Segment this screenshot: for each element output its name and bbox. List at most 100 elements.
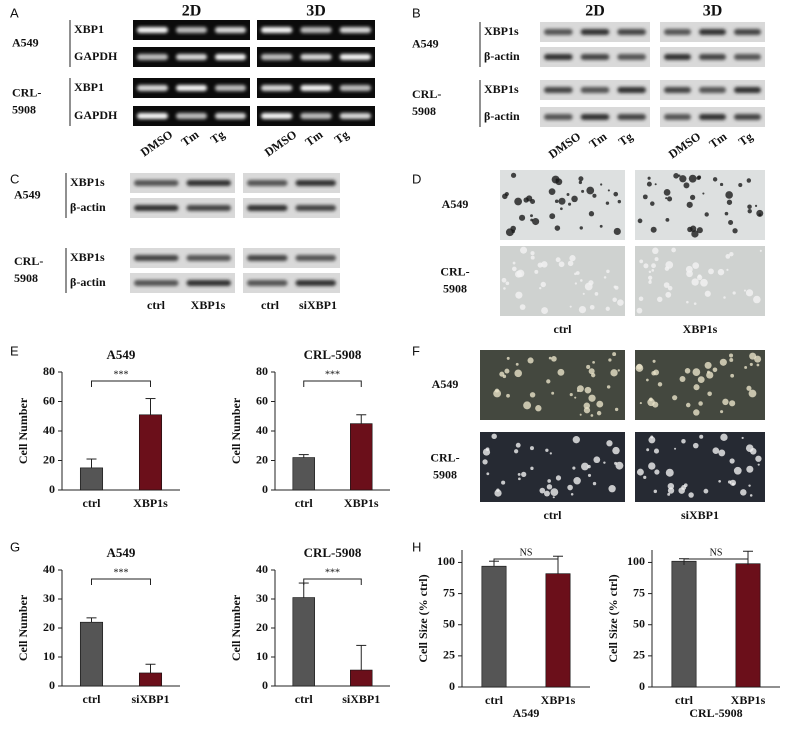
- cell-colony: [600, 183, 603, 186]
- cell-colony: [653, 448, 660, 454]
- blot-band: [186, 280, 231, 286]
- blot-band: [699, 54, 726, 60]
- cell-colony: [506, 393, 510, 398]
- cell-colony: [667, 487, 675, 494]
- cell-colony: [578, 305, 587, 314]
- cell-colony: [665, 197, 668, 200]
- blot-band: [295, 180, 336, 186]
- cell-colony: [697, 376, 705, 384]
- x-tick-label: siXBP1: [342, 692, 380, 706]
- cell-colony: [546, 484, 553, 490]
- x-tick-label: XBP1s: [541, 693, 576, 707]
- cell-colony: [650, 226, 657, 233]
- cell-colony: [642, 194, 648, 200]
- cell-colony: [703, 488, 709, 494]
- label: XBP1s: [70, 250, 105, 264]
- cell-colony: [586, 364, 591, 369]
- blot-band: [734, 54, 761, 60]
- cell-colony: [530, 255, 535, 260]
- significance-bracket: [303, 380, 362, 387]
- cell-colony: [514, 369, 522, 378]
- y-axis-label: Cell Number: [229, 397, 243, 464]
- y-axis-label: Cell Number: [16, 594, 30, 661]
- cell-colony: [652, 359, 656, 363]
- cell-colony: [643, 475, 647, 480]
- cell-colony: [686, 300, 689, 304]
- blot-band: [137, 113, 168, 119]
- cell-colony: [592, 360, 595, 364]
- significance-bracket: [303, 578, 362, 585]
- label: ctrl: [554, 322, 573, 336]
- cell-colony: [756, 209, 764, 217]
- cell-colony: [501, 480, 506, 485]
- cell-colony: [514, 197, 522, 206]
- cell-colony: [663, 188, 671, 196]
- cell-colony: [647, 398, 655, 407]
- cell-colony: [486, 472, 490, 476]
- cell-colony: [560, 207, 563, 211]
- y-tick-label: 40: [256, 423, 268, 437]
- cell-colony: [678, 174, 681, 177]
- blot-band: [664, 54, 691, 60]
- label: 3D: [306, 3, 326, 20]
- blot-strip: [243, 273, 340, 293]
- cell-colony: [530, 214, 533, 218]
- cell-colony: [555, 257, 561, 263]
- significance-label: ***: [325, 567, 340, 578]
- cell-colony: [519, 304, 526, 310]
- blot-band: [664, 114, 691, 120]
- cell-colony: [704, 212, 709, 217]
- cell-colony: [740, 489, 747, 496]
- label: CRL-: [412, 87, 441, 101]
- cell-colony: [648, 270, 652, 274]
- label: β-actin: [484, 49, 520, 63]
- cell-colony: [501, 277, 507, 283]
- blot-band: [664, 29, 691, 35]
- label: Tm: [303, 127, 326, 149]
- label: XBP1s: [484, 82, 519, 96]
- label: GAPDH: [74, 108, 118, 122]
- cell-colony: [613, 285, 617, 289]
- x-axis-label: A549: [513, 706, 540, 720]
- cell-colony: [527, 357, 534, 364]
- cell-colony: [712, 447, 720, 455]
- cell-colony: [606, 269, 610, 274]
- cell-colony: [510, 172, 517, 178]
- micrograph: [480, 350, 625, 420]
- cell-colony: [749, 494, 753, 497]
- error-bar: [86, 617, 97, 623]
- cell-colony: [720, 433, 728, 441]
- y-tick-label: 50: [633, 616, 645, 630]
- cell-colony: [594, 292, 599, 296]
- cell-colony: [681, 438, 686, 444]
- label: CRL-: [14, 254, 43, 268]
- cell-colony: [747, 204, 752, 210]
- cell-colony: [648, 275, 653, 280]
- y-tick-label: 25: [633, 648, 645, 662]
- panel-letter: B: [412, 5, 421, 20]
- x-tick-label: ctrl: [485, 693, 504, 707]
- cell-colony: [722, 398, 729, 406]
- cell-colony: [548, 356, 552, 360]
- cell-colony: [636, 468, 644, 476]
- cell-colony: [733, 466, 742, 475]
- x-tick-label: XBP1s: [133, 496, 168, 510]
- label: DMSO: [262, 127, 300, 159]
- blot-band: [617, 54, 646, 60]
- label: XBP1: [74, 80, 104, 94]
- cell-colony: [636, 307, 643, 314]
- y-tick-label: 40: [43, 423, 55, 437]
- cell-colony: [667, 492, 671, 496]
- y-tick-label: 0: [262, 678, 268, 692]
- cell-colony: [552, 496, 555, 499]
- cell-colony: [526, 195, 533, 202]
- cell-colony: [615, 461, 624, 470]
- blot-band: [261, 113, 293, 119]
- cell-colony: [647, 176, 651, 180]
- blot-band: [247, 255, 288, 261]
- blot-band: [186, 180, 231, 186]
- cell-colony: [515, 362, 519, 366]
- cell-colony: [592, 193, 597, 198]
- panel-letter: A: [10, 5, 19, 20]
- x-tick-label: ctrl: [295, 496, 314, 510]
